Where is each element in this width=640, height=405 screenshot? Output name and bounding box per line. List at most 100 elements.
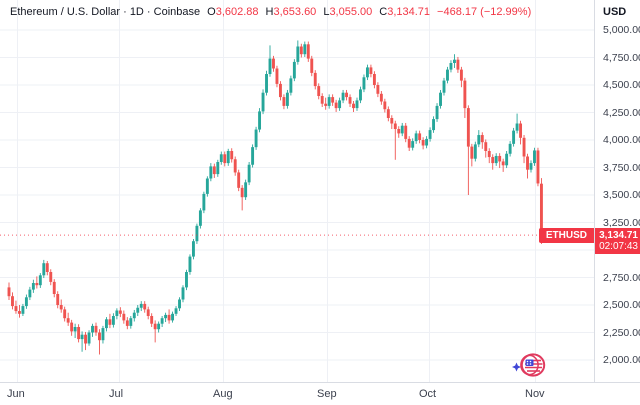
candle bbox=[122, 310, 126, 324]
price-axis-label: 2,250.00 bbox=[603, 326, 640, 339]
chart-pane[interactable]: Ethereum / U.S. Dollar · 1D · Coinbase O… bbox=[0, 0, 594, 382]
candle bbox=[369, 64, 373, 78]
symbol-logo[interactable] bbox=[506, 349, 548, 379]
sparkle-icon bbox=[512, 362, 521, 372]
candle bbox=[171, 311, 175, 323]
candle bbox=[459, 66, 463, 88]
candle bbox=[87, 330, 91, 346]
candle bbox=[526, 153, 529, 179]
last-price-symbol-tag: ETHUSD bbox=[538, 228, 594, 243]
price-axis[interactable]: USD 5,000.00 4,750.00 4,500.00 4,250.00 4,00… bbox=[594, 0, 640, 405]
candle bbox=[292, 59, 296, 82]
candle bbox=[334, 99, 338, 112]
candle bbox=[487, 148, 491, 164]
symbol-title: Ethereum / U.S. Dollar · 1D · Coinbase bbox=[10, 6, 201, 18]
candle bbox=[66, 312, 70, 326]
candle bbox=[359, 86, 362, 104]
candle bbox=[491, 154, 495, 170]
candle bbox=[365, 64, 369, 81]
candle bbox=[24, 294, 28, 309]
candle bbox=[265, 70, 268, 96]
candle bbox=[407, 136, 411, 151]
candle bbox=[285, 89, 289, 109]
symbol-header[interactable]: Ethereum / U.S. Dollar · 1D · Coinbase O… bbox=[10, 6, 531, 18]
time-axis-label: Aug bbox=[213, 388, 233, 400]
candle bbox=[376, 82, 380, 98]
candle bbox=[452, 54, 456, 68]
candle bbox=[240, 185, 244, 211]
candle bbox=[70, 319, 74, 336]
time-axis[interactable]: Jun Jul Aug Sep Oct Nov bbox=[0, 382, 640, 405]
candle bbox=[31, 279, 35, 293]
time-axis-label: Oct bbox=[419, 388, 437, 400]
currency-label: USD bbox=[603, 6, 627, 18]
candle bbox=[411, 138, 415, 151]
candle bbox=[362, 74, 366, 93]
candle bbox=[320, 93, 324, 107]
ohlc-high: H3,653.60 bbox=[265, 6, 317, 18]
candle bbox=[473, 141, 477, 162]
candle bbox=[150, 313, 154, 327]
candle bbox=[160, 316, 164, 327]
price-axis-label: 3,500.00 bbox=[603, 189, 640, 201]
candle bbox=[244, 179, 248, 200]
price-axis-label: 2,750.00 bbox=[603, 271, 640, 284]
candle bbox=[108, 313, 112, 329]
candle bbox=[237, 169, 241, 192]
candle bbox=[258, 108, 262, 133]
candle bbox=[313, 70, 317, 90]
candle bbox=[522, 135, 526, 164]
candle bbox=[442, 77, 446, 96]
candle bbox=[91, 323, 94, 337]
candle bbox=[247, 162, 251, 186]
flag-badge-icon bbox=[520, 353, 546, 377]
candle bbox=[191, 239, 195, 260]
candle bbox=[167, 309, 171, 324]
candle bbox=[341, 89, 345, 104]
candle bbox=[233, 156, 237, 176]
candle bbox=[77, 324, 81, 343]
candle bbox=[275, 65, 279, 88]
candle bbox=[56, 291, 60, 309]
candle bbox=[456, 56, 460, 73]
candle bbox=[289, 75, 293, 96]
candle bbox=[178, 297, 181, 312]
candlestick-chart[interactable] bbox=[0, 0, 594, 382]
time-axis-label: Nov bbox=[525, 388, 545, 400]
candle bbox=[512, 127, 516, 147]
candle bbox=[132, 309, 136, 322]
candle bbox=[355, 97, 359, 111]
candle bbox=[157, 321, 161, 333]
price-axis-label: 5,000.00 bbox=[603, 24, 640, 36]
candle bbox=[463, 77, 467, 118]
price-axis-label: 4,250.00 bbox=[603, 106, 640, 119]
candle bbox=[352, 100, 355, 112]
candle bbox=[317, 83, 321, 100]
candle bbox=[372, 71, 376, 89]
candle bbox=[35, 276, 39, 289]
candle bbox=[139, 301, 143, 312]
candle bbox=[45, 261, 49, 276]
candle bbox=[386, 106, 390, 122]
candle bbox=[118, 307, 122, 318]
candle bbox=[494, 153, 498, 166]
candle bbox=[14, 300, 18, 314]
candle bbox=[219, 151, 223, 165]
candle bbox=[212, 163, 216, 178]
candle bbox=[414, 130, 418, 144]
time-axis-label: Jul bbox=[109, 388, 124, 400]
candle bbox=[282, 94, 286, 110]
candle bbox=[49, 269, 53, 286]
candle bbox=[59, 299, 63, 313]
last-price-value: 3,134.71 bbox=[599, 230, 638, 241]
candle bbox=[153, 320, 157, 343]
candle bbox=[254, 126, 258, 150]
candle bbox=[136, 305, 140, 316]
candle bbox=[303, 41, 307, 57]
candle bbox=[338, 97, 342, 111]
candle bbox=[261, 89, 265, 115]
candle bbox=[42, 259, 46, 279]
candle bbox=[327, 94, 331, 109]
candle bbox=[272, 55, 275, 72]
candle bbox=[195, 223, 199, 244]
